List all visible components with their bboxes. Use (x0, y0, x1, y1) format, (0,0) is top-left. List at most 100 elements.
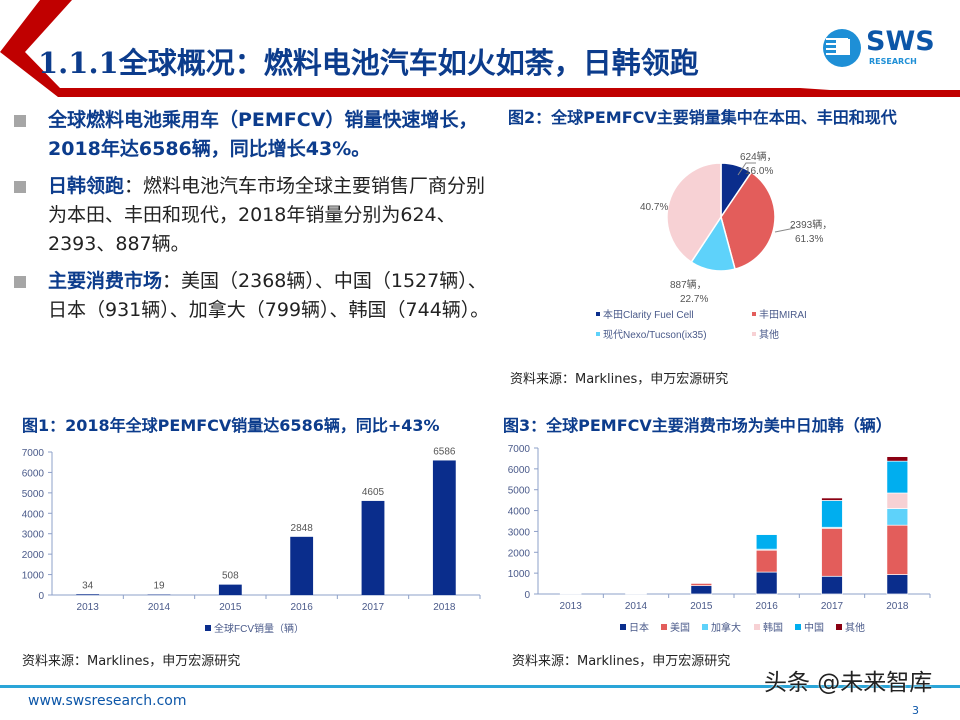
bar-全球FCV销量（辆）-2013 (76, 594, 100, 595)
legend-label: 韩国 (763, 621, 783, 634)
bar-全球FCV销量（辆）-2017 (361, 500, 385, 595)
bar-美国-2015 (690, 583, 713, 587)
pie-slice-其他 (666, 162, 722, 264)
y-tick-label: 0 (38, 591, 44, 602)
x-tick-label: 2013 (77, 602, 100, 613)
legend-swatch (752, 332, 756, 336)
footer-divider (0, 685, 960, 688)
bar-中国-2016 (755, 534, 778, 550)
x-tick-label: 2013 (560, 601, 583, 612)
legend-label: 中国 (804, 621, 824, 634)
bullet-3: 主要消费市场：美国（2368辆）、中国（1527辆）、日本（931辆）、加拿大（… (14, 267, 494, 325)
bar-日本-2016 (755, 571, 778, 595)
sws-logo: SWS RESEARCH (822, 26, 952, 72)
logo-icon (823, 29, 861, 67)
y-tick-label: 1000 (22, 571, 45, 582)
bar-日本-2015 (690, 585, 713, 595)
y-tick-label: 4000 (508, 507, 531, 518)
legend-swatch (702, 624, 708, 630)
legend-swatch (596, 332, 600, 336)
x-tick-label: 2014 (148, 602, 171, 613)
bar-全球FCV销量（辆）-2018 (432, 460, 456, 595)
y-tick-label: 6000 (508, 465, 531, 476)
leader-line (737, 162, 756, 176)
y-tick-label: 2000 (508, 548, 531, 559)
leader-line (774, 227, 796, 233)
bar-其他-2018 (886, 456, 909, 462)
bar-全球FCV销量（辆）-2015 (218, 584, 242, 595)
legend-label: 其他 (845, 621, 865, 634)
x-tick-label: 2017 (821, 601, 844, 612)
pie-slice-丰田MIRAI (720, 171, 776, 271)
pie-pct-label: 61.3% (795, 234, 823, 245)
pie-value-label: 887辆， (670, 278, 707, 291)
data-label: 34 (82, 580, 94, 591)
footer-url[interactable]: www.swsresearch.com (28, 693, 187, 709)
bar-加拿大-2018 (886, 508, 909, 526)
fig3-title: 图3：全球PEMFCV主要消费市场为美中日加韩（辆） (503, 416, 892, 435)
data-label: 508 (222, 571, 239, 582)
fig1-title: 图1：2018年全球PEMFCV销量达6586辆，同比+43% (22, 416, 440, 435)
fig2-source: 资料来源：Marklines，申万宏源研究 (510, 372, 729, 387)
y-tick-label: 6000 (22, 468, 45, 479)
pie-pct-label: 16.0% (745, 166, 773, 177)
legend-label: 其他 (759, 328, 779, 341)
x-tick-label: 2018 (433, 602, 456, 613)
header-chevron-decoration (0, 0, 960, 97)
pie-value-label: 2393辆， (790, 218, 832, 231)
y-tick-label: 5000 (508, 486, 531, 497)
bar-中国-2017 (821, 500, 843, 528)
page-title: 1.1.1全球概况：燃料电池汽车如火如荼，日韩领跑 (38, 46, 699, 80)
legend-label: 丰田MIRAI (759, 308, 807, 321)
legend-swatch (836, 624, 842, 630)
logo-name: SWS (866, 26, 935, 57)
bar-美国-2017 (821, 527, 843, 577)
bar-chart-global-sales: 0 1000 2000 3000 4000 5000 6000 7000 2013 34 2014 1… (22, 446, 481, 635)
legend-label: 现代Nexo/Tucson(ix35) (603, 329, 707, 341)
y-tick-label: 7000 (22, 448, 45, 459)
x-tick-label: 2015 (219, 602, 242, 613)
data-label: 4605 (362, 487, 385, 498)
watermark: 头条 @未来智库 (764, 670, 933, 696)
fig2-title: 图2：全球PEMFCV主要销量集中在本田、丰田和现代 (508, 108, 897, 127)
bar-日本-2017 (821, 575, 843, 595)
legend-label: 全球FCV销量（辆） (214, 622, 304, 635)
y-tick-label: 5000 (22, 489, 45, 500)
data-label: 6586 (433, 446, 456, 457)
data-label: 19 (153, 581, 165, 592)
bar-全球FCV销量（辆）-2016 (290, 536, 314, 595)
y-tick-label: 4000 (22, 509, 45, 520)
bar-中国-2013 (559, 592, 582, 595)
bar-其他-2017 (821, 497, 843, 501)
x-tick-label: 2016 (756, 601, 779, 612)
legend-label: 美国 (670, 621, 690, 634)
x-tick-label: 2015 (690, 601, 713, 612)
x-tick-label: 2018 (886, 601, 909, 612)
bullet-1: 全球燃料电池乘用车（PEMFCV）销量快速增长，2018年达6586辆，同比增长… (14, 106, 494, 164)
y-tick-label: 2000 (22, 550, 45, 561)
legend-swatch (596, 312, 600, 316)
legend-swatch (661, 624, 667, 630)
bullet-list: 全球燃料电池乘用车（PEMFCV）销量快速增长，2018年达6586辆，同比增长… (14, 106, 494, 333)
legend-label: 日本 (629, 621, 649, 634)
bar-日本-2018 (886, 574, 909, 595)
legend-swatch (754, 624, 760, 630)
logo-sub: RESEARCH (869, 57, 917, 66)
x-tick-label: 2017 (362, 602, 385, 613)
bar-中国-2018 (886, 460, 909, 494)
fig1-source: 资料来源：Marklines，申万宏源研究 (22, 654, 241, 669)
bullet-square-icon (14, 181, 26, 193)
legend-swatch (752, 312, 756, 316)
x-tick-label: 2014 (625, 601, 648, 612)
data-label: 2848 (291, 523, 314, 534)
pie-chart: 624辆， 16.0% 2393辆， 61.3% 887辆， 22.7% 40.7% 本田Cl… (596, 150, 832, 341)
legend-swatch (205, 625, 211, 631)
bar-美国-2016 (755, 549, 778, 573)
legend-swatch (620, 624, 626, 630)
bar-韩国-2018 (886, 492, 909, 509)
x-tick-label: 2016 (291, 602, 314, 613)
bullet-square-icon (14, 115, 26, 127)
pie-value-label: 624辆， (740, 150, 777, 163)
legend-swatch (795, 624, 801, 630)
